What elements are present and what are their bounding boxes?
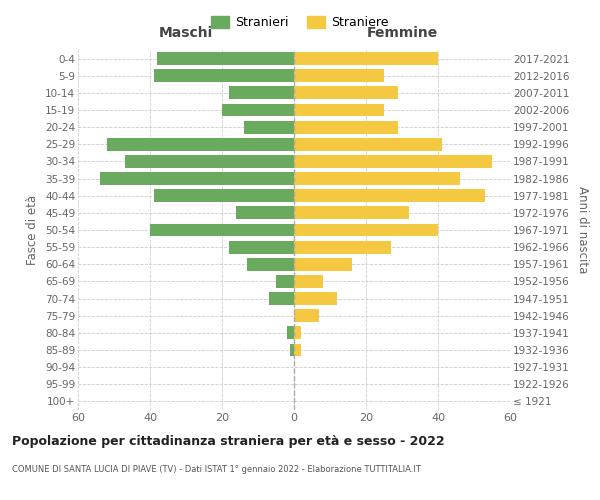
Bar xyxy=(294,120,398,134)
Bar xyxy=(247,258,294,270)
Bar xyxy=(294,104,384,117)
Bar xyxy=(294,172,460,185)
Bar xyxy=(294,275,323,288)
Bar xyxy=(294,310,319,322)
Bar xyxy=(294,240,391,254)
Bar xyxy=(269,292,294,305)
Bar xyxy=(276,275,294,288)
Y-axis label: Anni di nascita: Anni di nascita xyxy=(576,186,589,274)
Bar xyxy=(150,224,294,236)
Bar xyxy=(294,224,438,236)
Legend: Stranieri, Straniere: Stranieri, Straniere xyxy=(206,11,394,34)
Text: Maschi: Maschi xyxy=(159,26,213,40)
Bar xyxy=(294,326,301,340)
Bar xyxy=(287,326,294,340)
Text: Femmine: Femmine xyxy=(367,26,437,40)
Y-axis label: Fasce di età: Fasce di età xyxy=(26,195,40,265)
Bar xyxy=(229,240,294,254)
Bar xyxy=(294,190,485,202)
Bar xyxy=(157,52,294,65)
Bar xyxy=(154,190,294,202)
Bar xyxy=(290,344,294,356)
Bar xyxy=(222,104,294,117)
Bar xyxy=(294,206,409,220)
Bar xyxy=(294,70,384,82)
Bar xyxy=(294,52,438,65)
Text: Popolazione per cittadinanza straniera per età e sesso - 2022: Popolazione per cittadinanza straniera p… xyxy=(12,435,445,448)
Bar xyxy=(294,155,492,168)
Bar xyxy=(294,138,442,150)
Bar xyxy=(244,120,294,134)
Bar xyxy=(154,70,294,82)
Bar xyxy=(125,155,294,168)
Bar xyxy=(294,344,301,356)
Bar xyxy=(294,258,352,270)
Bar xyxy=(236,206,294,220)
Bar xyxy=(107,138,294,150)
Bar xyxy=(294,86,398,100)
Bar xyxy=(100,172,294,185)
Bar xyxy=(229,86,294,100)
Text: COMUNE DI SANTA LUCIA DI PIAVE (TV) - Dati ISTAT 1° gennaio 2022 - Elaborazione : COMUNE DI SANTA LUCIA DI PIAVE (TV) - Da… xyxy=(12,465,421,474)
Bar xyxy=(294,292,337,305)
